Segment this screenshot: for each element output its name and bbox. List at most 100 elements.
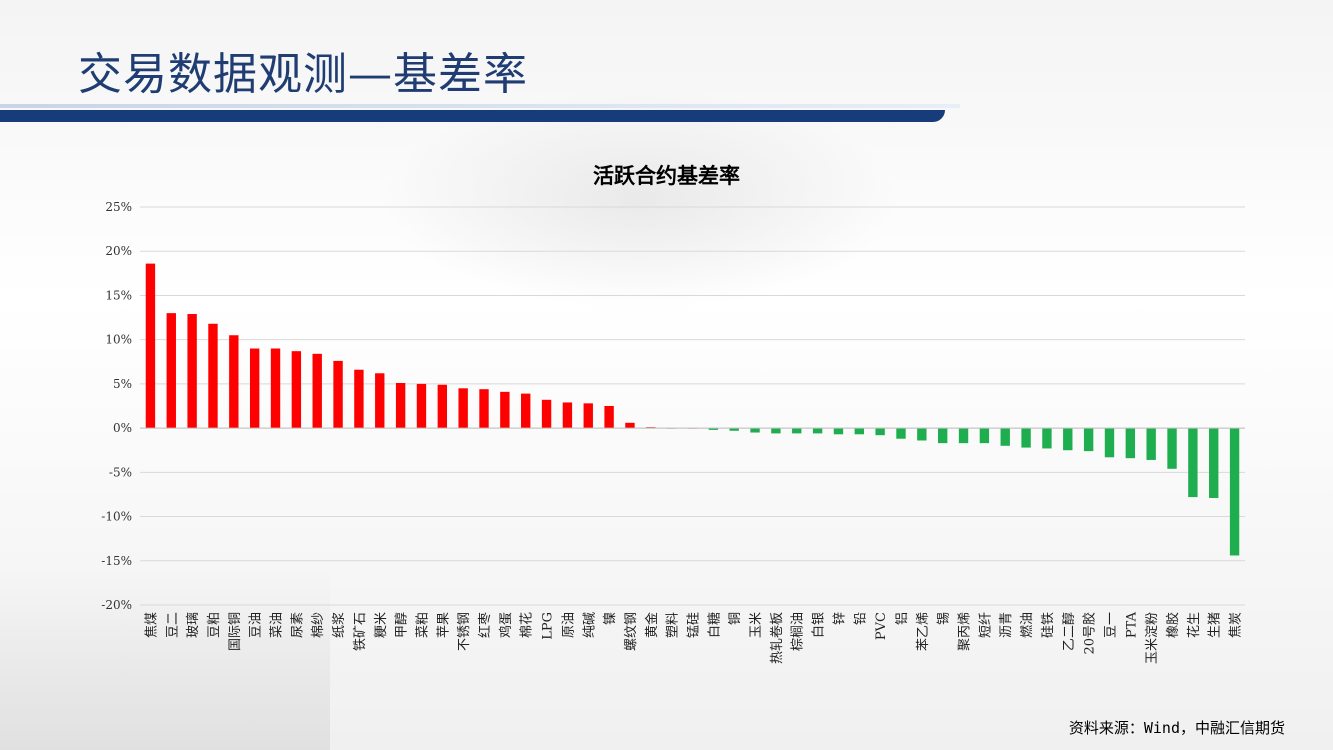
bar <box>375 373 385 429</box>
bar <box>1021 428 1031 448</box>
x-tick-label: PTA <box>1124 611 1139 638</box>
title-underline-light <box>0 104 960 108</box>
bar <box>917 428 927 441</box>
x-tick-label: 硅铁 <box>1041 612 1056 638</box>
x-tick-label: 橡胶 <box>1165 612 1181 638</box>
bar <box>187 314 197 429</box>
page-title: 交易数据观测—基差率 <box>78 49 528 100</box>
x-tick-label: 锰硅 <box>687 612 702 638</box>
bar <box>333 360 343 429</box>
bar <box>1083 428 1094 452</box>
x-tick-label: 甲醇 <box>394 612 410 638</box>
x-tick-label: 铜 <box>728 612 743 625</box>
x-tick-label: 玻璃 <box>186 612 201 638</box>
bar <box>1104 428 1115 458</box>
bar <box>521 393 531 429</box>
x-tick-label: PVC <box>874 612 889 640</box>
bar <box>792 428 802 434</box>
y-tick-label: 0% <box>113 421 132 435</box>
x-tick-label: 塑料 <box>666 612 681 638</box>
bar <box>1146 428 1156 460</box>
x-tick-label: 沥青 <box>999 612 1014 638</box>
x-tick-label: 玉米淀粉 <box>1145 612 1160 664</box>
x-tick-label: 燃油 <box>1019 612 1035 638</box>
x-tick-label: 花生 <box>1186 612 1202 638</box>
x-tick-label: 铅 <box>853 612 868 625</box>
bar <box>1063 428 1073 451</box>
x-tick-label: 苯乙烯 <box>916 612 931 651</box>
bar <box>437 384 448 429</box>
bar <box>750 428 760 433</box>
y-tick-label: 10% <box>105 333 132 347</box>
x-tick-label: 纸浆 <box>332 612 347 638</box>
bar <box>1125 428 1136 459</box>
x-tick-label: 菜油 <box>270 612 285 638</box>
title-underline-bar <box>0 110 945 122</box>
bar <box>249 348 260 429</box>
x-tick-label: LPG <box>541 612 556 640</box>
bar <box>604 406 614 429</box>
bar <box>479 389 489 429</box>
x-tick-label: 豆粕 <box>207 612 222 638</box>
source-note: 资料来源：Wind，中融汇信期货 <box>1068 719 1285 737</box>
chart-title: 活跃合约基差率 <box>593 164 740 188</box>
x-tick-label: 不锈钢 <box>457 612 472 651</box>
y-tick-label: 25% <box>105 200 132 214</box>
bar <box>979 428 990 444</box>
x-tick-label: 锡 <box>937 612 952 625</box>
x-tick-label: 热轧卷板 <box>769 612 785 664</box>
y-tick-label: -15% <box>101 554 132 568</box>
bar <box>833 428 844 435</box>
bar <box>395 383 406 429</box>
bar <box>208 323 218 429</box>
x-tick-label: 焦煤 <box>144 612 159 638</box>
bar <box>229 335 239 429</box>
bar <box>354 369 364 429</box>
bar <box>771 428 781 434</box>
x-tick-label: 棉纱 <box>311 612 326 638</box>
x-tick-label: 原油 <box>561 612 576 638</box>
x-tick-label: 菜粕 <box>415 612 430 638</box>
x-tick-label: 豆油 <box>249 612 264 638</box>
x-tick-label: 黄金 <box>644 612 660 638</box>
x-tick-label: 生猪 <box>1208 612 1223 638</box>
x-tick-label: 国际铜 <box>228 612 243 651</box>
bar <box>875 428 885 436</box>
y-tick-label: -5% <box>109 465 132 479</box>
bar <box>1229 428 1240 556</box>
x-tick-label: 苹果 <box>436 612 451 638</box>
x-tick-label: 红枣 <box>477 612 493 638</box>
bar <box>937 428 948 444</box>
x-tick-label: 白糖 <box>706 612 722 638</box>
x-tick-label: 铁矿石 <box>353 612 368 651</box>
bar <box>729 428 739 431</box>
x-tick-label: 聚丙烯 <box>958 612 973 651</box>
bar <box>416 383 427 429</box>
x-tick-label: 铝 <box>895 612 910 625</box>
bar <box>291 351 302 429</box>
bar <box>812 428 823 434</box>
bar <box>1209 428 1219 498</box>
y-tick-label: 5% <box>113 377 132 391</box>
world-map-background <box>380 90 900 310</box>
city-skyline-background <box>0 570 330 750</box>
x-tick-label: 纯碱 <box>582 612 597 638</box>
x-tick-label: 棉花 <box>519 612 535 638</box>
x-tick-label: 粳米 <box>374 612 389 638</box>
bar <box>958 428 969 444</box>
bar <box>1167 428 1177 469</box>
bar <box>583 403 593 429</box>
bar <box>145 263 156 429</box>
y-tick-label: -20% <box>101 598 132 612</box>
x-tick-label: 镍 <box>603 612 618 625</box>
bar <box>854 428 864 435</box>
x-tick-label: 白银 <box>811 612 827 638</box>
bar <box>625 422 635 429</box>
y-tick-label: 15% <box>105 288 132 302</box>
x-tick-label: 玉米 <box>749 612 764 638</box>
x-tick-label: 螺纹钢 <box>624 612 639 651</box>
bar <box>1000 428 1010 446</box>
x-tick-label: 尿素 <box>290 612 305 638</box>
bar <box>166 313 176 429</box>
